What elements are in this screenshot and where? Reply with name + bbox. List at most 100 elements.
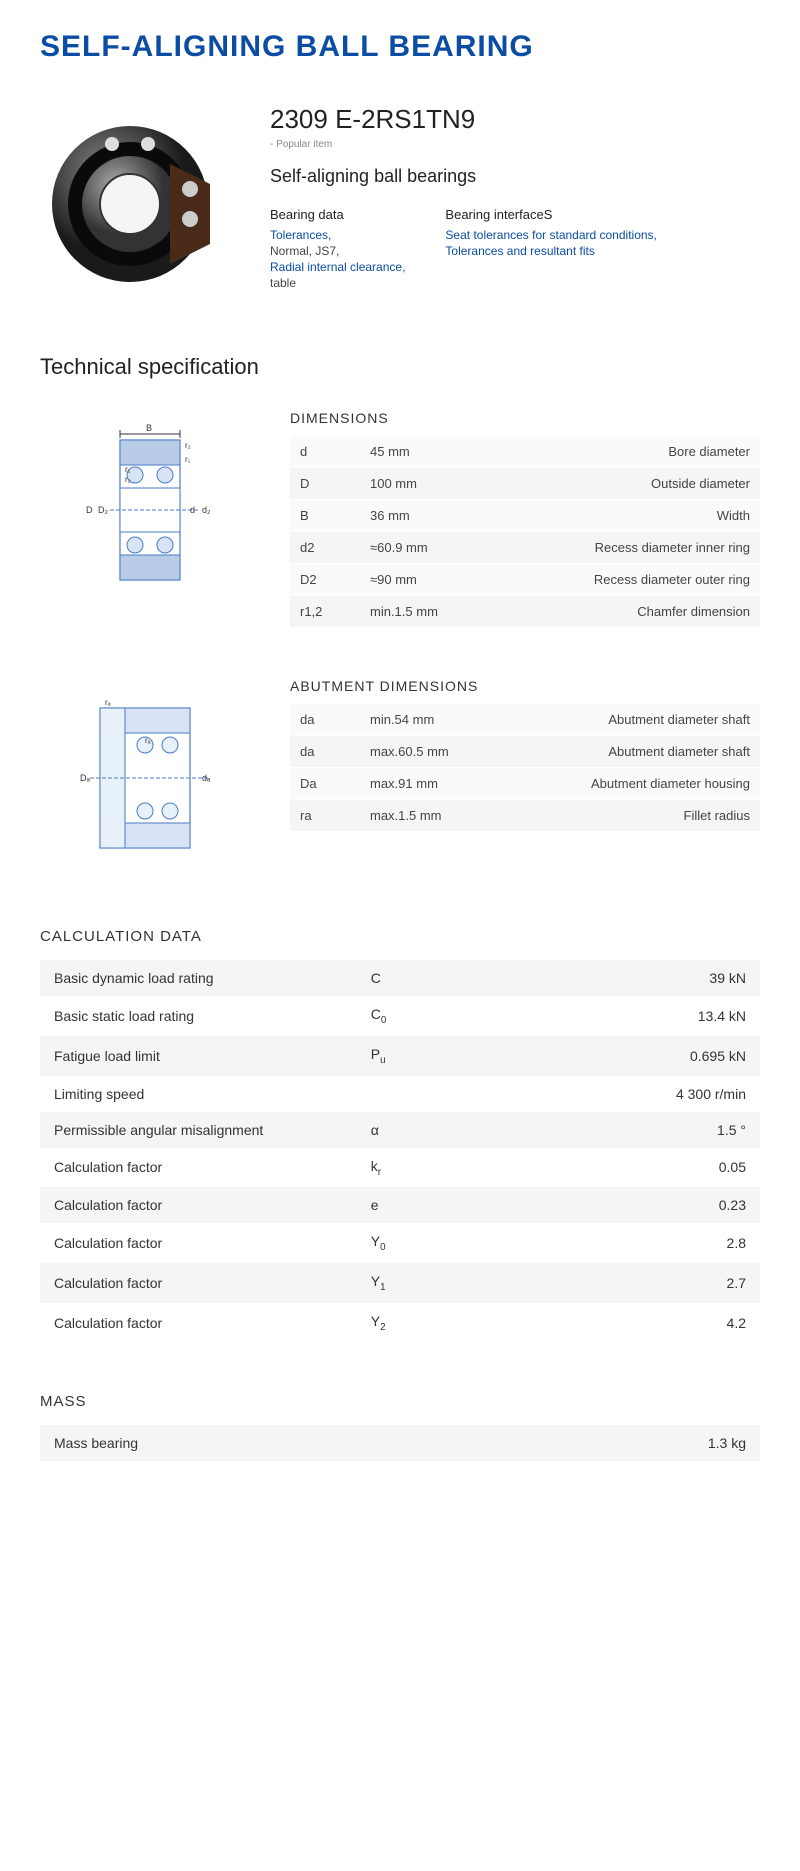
svg-text:dₐ: dₐ xyxy=(202,773,211,783)
bearing-data-col: Bearing data Tolerances, Normal, JS7, Ra… xyxy=(270,207,405,292)
value-cell: ≈60.9 mm xyxy=(360,532,470,564)
calc-symbol: Y1 xyxy=(357,1263,472,1303)
tech-spec-heading: Technical specification xyxy=(40,354,760,380)
calc-symbol: Y2 xyxy=(357,1303,472,1343)
calc-value: 2.8 xyxy=(472,1223,760,1263)
table-row: B36 mmWidth xyxy=(290,500,760,532)
table-row: Calculation factore0.23 xyxy=(40,1187,760,1223)
abutment-diagram: Dₐ dₐ rₐ rₐ xyxy=(40,678,260,878)
calc-value: 0.23 xyxy=(472,1187,760,1223)
clearance-link[interactable]: Radial internal clearance, xyxy=(270,260,405,274)
value-cell: min.1.5 mm xyxy=(360,596,470,628)
desc-cell: Abutment diameter housing xyxy=(470,768,760,800)
value-cell: ≈90 mm xyxy=(360,564,470,596)
table-row: Calculation factorY12.7 xyxy=(40,1263,760,1303)
table-row: D100 mmOutside diameter xyxy=(290,468,760,500)
desc-cell: Abutment diameter shaft xyxy=(470,704,760,736)
calc-value: 1.5 ° xyxy=(472,1112,760,1148)
abutment-title: ABUTMENT DIMENSIONS xyxy=(290,678,760,694)
table-row: r1,2min.1.5 mmChamfer dimension xyxy=(290,596,760,628)
svg-text:d₂: d₂ xyxy=(202,505,211,515)
table-row: Mass bearing 1.3 kg xyxy=(40,1425,760,1461)
value-cell: 100 mm xyxy=(360,468,470,500)
value-cell: max.60.5 mm xyxy=(360,736,470,768)
bearing-data-heading: Bearing data xyxy=(270,207,405,222)
calc-symbol: Y0 xyxy=(357,1223,472,1263)
calc-symbol xyxy=(357,1076,472,1112)
product-subtitle: Self-aligning ball bearings xyxy=(270,166,657,187)
svg-text:r₁: r₁ xyxy=(125,465,131,474)
calc-label: Basic dynamic load rating xyxy=(40,960,357,996)
desc-cell: Fillet radius xyxy=(470,800,760,832)
mass-table: Mass bearing 1.3 kg xyxy=(40,1425,760,1461)
calc-label: Fatigue load limit xyxy=(40,1036,357,1076)
svg-text:r₂: r₂ xyxy=(125,475,131,484)
fits-link[interactable]: Tolerances and resultant fits xyxy=(445,244,656,258)
value-cell: min.54 mm xyxy=(360,704,470,736)
calc-symbol: C0 xyxy=(357,996,472,1036)
desc-cell: Chamfer dimension xyxy=(470,596,760,628)
symbol-cell: D xyxy=(290,468,360,500)
table-row: Damax.91 mmAbutment diameter housing xyxy=(290,768,760,800)
svg-text:d: d xyxy=(190,505,195,515)
svg-text:r₂: r₂ xyxy=(185,441,191,450)
symbol-cell: r1,2 xyxy=(290,596,360,628)
seat-link[interactable]: Seat tolerances for standard conditions, xyxy=(445,228,656,242)
calc-value: 4.2 xyxy=(472,1303,760,1343)
svg-text:D₂: D₂ xyxy=(98,505,108,515)
hero-section: 2309 E-2RS1TN9 - Popular item Self-align… xyxy=(40,104,760,304)
desc-cell: Width xyxy=(470,500,760,532)
table-row: Limiting speed4 300 r/min xyxy=(40,1076,760,1112)
table-row: damax.60.5 mmAbutment diameter shaft xyxy=(290,736,760,768)
desc-cell: Recess diameter outer ring xyxy=(470,564,760,596)
symbol-cell: Da xyxy=(290,768,360,800)
bearing-interface-heading: Bearing interfaceS xyxy=(445,207,656,222)
product-image xyxy=(40,104,240,304)
table-row: ramax.1.5 mmFillet radius xyxy=(290,800,760,832)
table-text: table xyxy=(270,276,405,290)
table-row: Calculation factorY02.8 xyxy=(40,1223,760,1263)
popular-tag: - Popular item xyxy=(270,139,657,150)
calc-symbol: Pu xyxy=(357,1036,472,1076)
table-row: Fatigue load limitPu0.695 kN xyxy=(40,1036,760,1076)
value-cell: 36 mm xyxy=(360,500,470,532)
svg-text:Dₐ: Dₐ xyxy=(80,773,90,783)
table-row: Basic dynamic load ratingC39 kN xyxy=(40,960,760,996)
desc-cell: Outside diameter xyxy=(470,468,760,500)
page-title: SELF-ALIGNING BALL BEARING xyxy=(40,30,760,64)
symbol-cell: D2 xyxy=(290,564,360,596)
symbol-cell: d xyxy=(290,436,360,468)
table-row: Basic static load ratingC013.4 kN xyxy=(40,996,760,1036)
calc-label: Permissible angular misalignment xyxy=(40,1112,357,1148)
dimensions-table: d45 mmBore diameterD100 mmOutside diamet… xyxy=(290,436,760,628)
table-row: damin.54 mmAbutment diameter shaft xyxy=(290,704,760,736)
normal-text: Normal, JS7, xyxy=(270,244,405,258)
mass-title: MASS xyxy=(40,1393,760,1410)
table-row: d45 mmBore diameter xyxy=(290,436,760,468)
mass-label: Mass bearing xyxy=(40,1425,357,1461)
calc-symbol: kr xyxy=(357,1148,472,1188)
table-row: Calculation factorY24.2 xyxy=(40,1303,760,1343)
calc-label: Limiting speed xyxy=(40,1076,357,1112)
calc-value: 2.7 xyxy=(472,1263,760,1303)
svg-text:B: B xyxy=(146,423,152,433)
product-info: 2309 E-2RS1TN9 - Popular item Self-align… xyxy=(270,104,657,304)
bearing-interface-col: Bearing interfaceS Seat tolerances for s… xyxy=(445,207,656,292)
calculation-title: CALCULATION DATA xyxy=(40,928,760,945)
calculation-table: Basic dynamic load ratingC39 kNBasic sta… xyxy=(40,960,760,1343)
calc-label: Calculation factor xyxy=(40,1303,357,1343)
value-cell: max.91 mm xyxy=(360,768,470,800)
calc-value: 13.4 kN xyxy=(472,996,760,1036)
mass-value: 1.3 kg xyxy=(472,1425,760,1461)
symbol-cell: da xyxy=(290,704,360,736)
dimensions-block: B D D₂ d d₂ r₂ r₁ r₁ r₂ DIMENSIONS d45 m… xyxy=(40,410,760,628)
table-row: d2≈60.9 mmRecess diameter inner ring xyxy=(290,532,760,564)
calc-label: Basic static load rating xyxy=(40,996,357,1036)
value-cell: 45 mm xyxy=(360,436,470,468)
calc-symbol: α xyxy=(357,1112,472,1148)
desc-cell: Recess diameter inner ring xyxy=(470,532,760,564)
svg-text:D: D xyxy=(86,505,93,515)
table-row: Permissible angular misalignmentα1.5 ° xyxy=(40,1112,760,1148)
tolerances-link[interactable]: Tolerances, xyxy=(270,228,405,242)
symbol-cell: da xyxy=(290,736,360,768)
